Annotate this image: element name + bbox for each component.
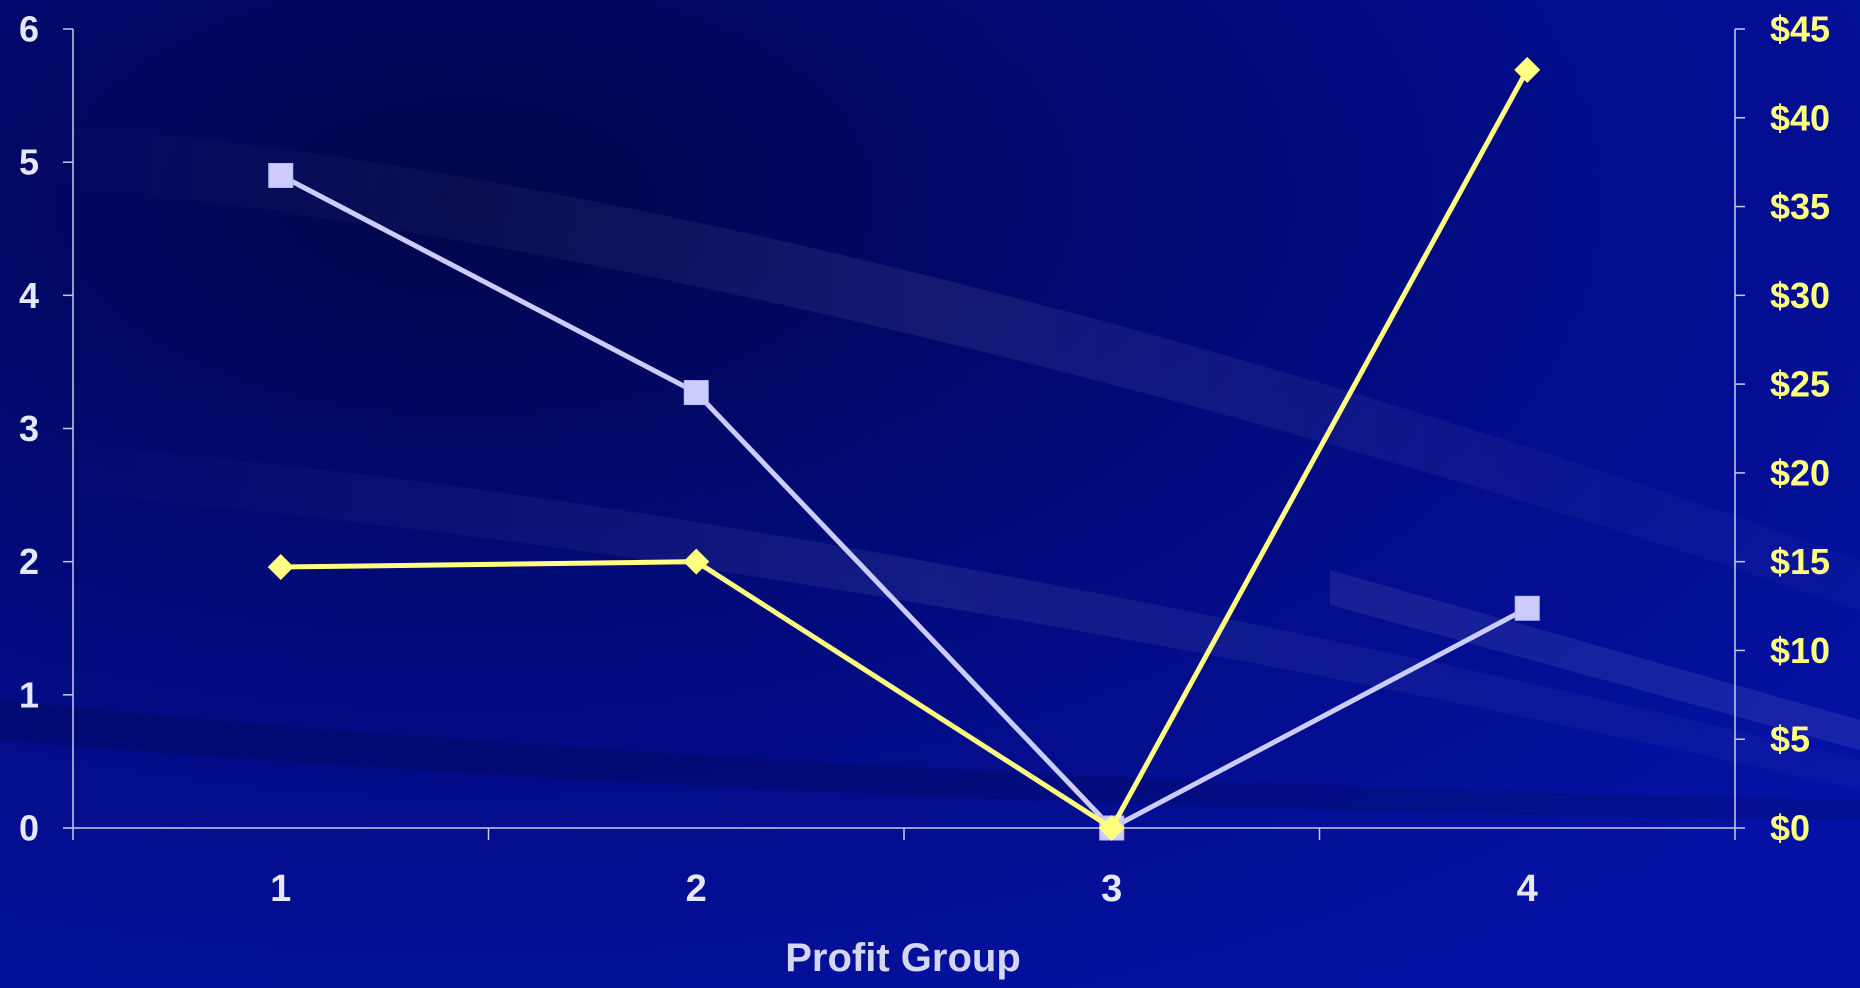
series-layer — [267, 56, 1541, 841]
series-2 — [267, 56, 1541, 841]
left-tick-label: 6 — [19, 9, 39, 50]
left-tick-label: 5 — [19, 142, 39, 183]
series-2-point — [1514, 56, 1541, 83]
right-tick-label: $15 — [1770, 541, 1830, 582]
series-1-point — [1514, 595, 1540, 621]
x-tick-label: 1 — [270, 868, 291, 910]
x-tick-label: 3 — [1101, 868, 1122, 910]
series-1-point — [683, 380, 709, 406]
series-2-point — [1098, 815, 1125, 841]
left-tick-label: 3 — [19, 408, 39, 449]
series-1-point — [268, 162, 294, 188]
right-tick-label: $25 — [1770, 364, 1830, 405]
right-tick-label: $40 — [1770, 97, 1830, 138]
right-tick-label: $20 — [1770, 452, 1830, 493]
series-2-line — [280, 68, 1530, 831]
x-axis-title: Profit Group — [785, 936, 1021, 980]
left-tick-label: 0 — [19, 808, 39, 849]
right-tick-label: $30 — [1770, 275, 1830, 316]
background-streaks — [0, 120, 1860, 820]
series-1-line — [279, 173, 1529, 831]
right-tick-label: $0 — [1770, 808, 1810, 849]
right-tick-label: $5 — [1770, 719, 1810, 760]
x-tick-label: 4 — [1517, 868, 1538, 910]
series-2-point — [683, 548, 710, 575]
right-tick-label: $35 — [1770, 186, 1830, 227]
right-tick-label: $45 — [1770, 9, 1830, 50]
x-tick-label: 2 — [686, 868, 707, 910]
left-tick-label: 4 — [19, 275, 39, 316]
right-tick-label: $10 — [1770, 630, 1830, 671]
left-tick-label: 1 — [19, 674, 39, 715]
series-2-point — [267, 553, 294, 580]
axes — [63, 28, 1745, 840]
labels: 0 1 2 3 4 5 6 $0 $5 $10 $15 $20 $25 $30 $35 $40 $45 1 2 3 4 P… — [19, 9, 1830, 981]
left-tick-label: 2 — [19, 541, 39, 582]
